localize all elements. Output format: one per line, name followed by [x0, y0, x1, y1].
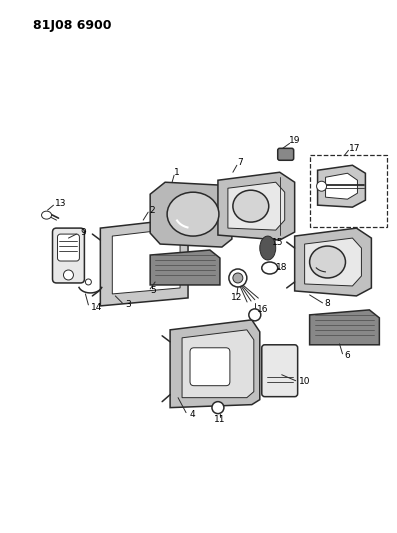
Text: 5: 5: [150, 286, 156, 295]
Ellipse shape: [233, 190, 269, 222]
Ellipse shape: [316, 181, 327, 191]
Ellipse shape: [42, 211, 52, 219]
Polygon shape: [228, 182, 285, 230]
Text: 9: 9: [81, 228, 86, 237]
Polygon shape: [182, 330, 254, 398]
Ellipse shape: [64, 270, 73, 280]
Text: 19: 19: [289, 136, 301, 145]
Text: 7: 7: [237, 158, 243, 167]
Polygon shape: [310, 310, 380, 345]
Text: 16: 16: [257, 305, 268, 314]
Text: 10: 10: [299, 377, 310, 386]
Text: 11: 11: [214, 415, 225, 424]
Text: 4: 4: [189, 410, 195, 419]
FancyBboxPatch shape: [52, 228, 85, 283]
Text: 1: 1: [174, 168, 180, 177]
Ellipse shape: [212, 402, 224, 414]
Polygon shape: [150, 182, 232, 247]
FancyBboxPatch shape: [278, 148, 294, 160]
Polygon shape: [150, 250, 220, 285]
Ellipse shape: [262, 262, 278, 274]
Text: 15: 15: [272, 238, 283, 247]
Text: 8: 8: [325, 300, 330, 309]
FancyBboxPatch shape: [58, 234, 79, 261]
Text: 17: 17: [349, 144, 360, 153]
Polygon shape: [304, 238, 361, 286]
Ellipse shape: [229, 269, 247, 287]
Ellipse shape: [85, 279, 91, 285]
Ellipse shape: [249, 309, 261, 321]
Ellipse shape: [260, 236, 276, 260]
Ellipse shape: [233, 273, 243, 283]
Ellipse shape: [310, 246, 345, 278]
Polygon shape: [170, 320, 260, 408]
Ellipse shape: [167, 192, 219, 236]
Bar: [310, 155, 387, 227]
Text: 13: 13: [55, 199, 66, 208]
Text: 18: 18: [276, 263, 287, 272]
Text: 81J08 6900: 81J08 6900: [33, 19, 111, 31]
Polygon shape: [100, 218, 188, 306]
Text: 12: 12: [231, 294, 243, 302]
Text: 6: 6: [345, 351, 350, 360]
Polygon shape: [218, 172, 295, 240]
Polygon shape: [295, 228, 371, 296]
Polygon shape: [112, 228, 180, 294]
FancyBboxPatch shape: [190, 348, 230, 386]
Polygon shape: [318, 165, 365, 207]
Text: 3: 3: [125, 301, 131, 309]
FancyBboxPatch shape: [262, 345, 298, 397]
Text: 2: 2: [149, 206, 155, 215]
Ellipse shape: [180, 218, 188, 226]
Text: 14: 14: [91, 303, 102, 312]
Polygon shape: [326, 173, 357, 199]
